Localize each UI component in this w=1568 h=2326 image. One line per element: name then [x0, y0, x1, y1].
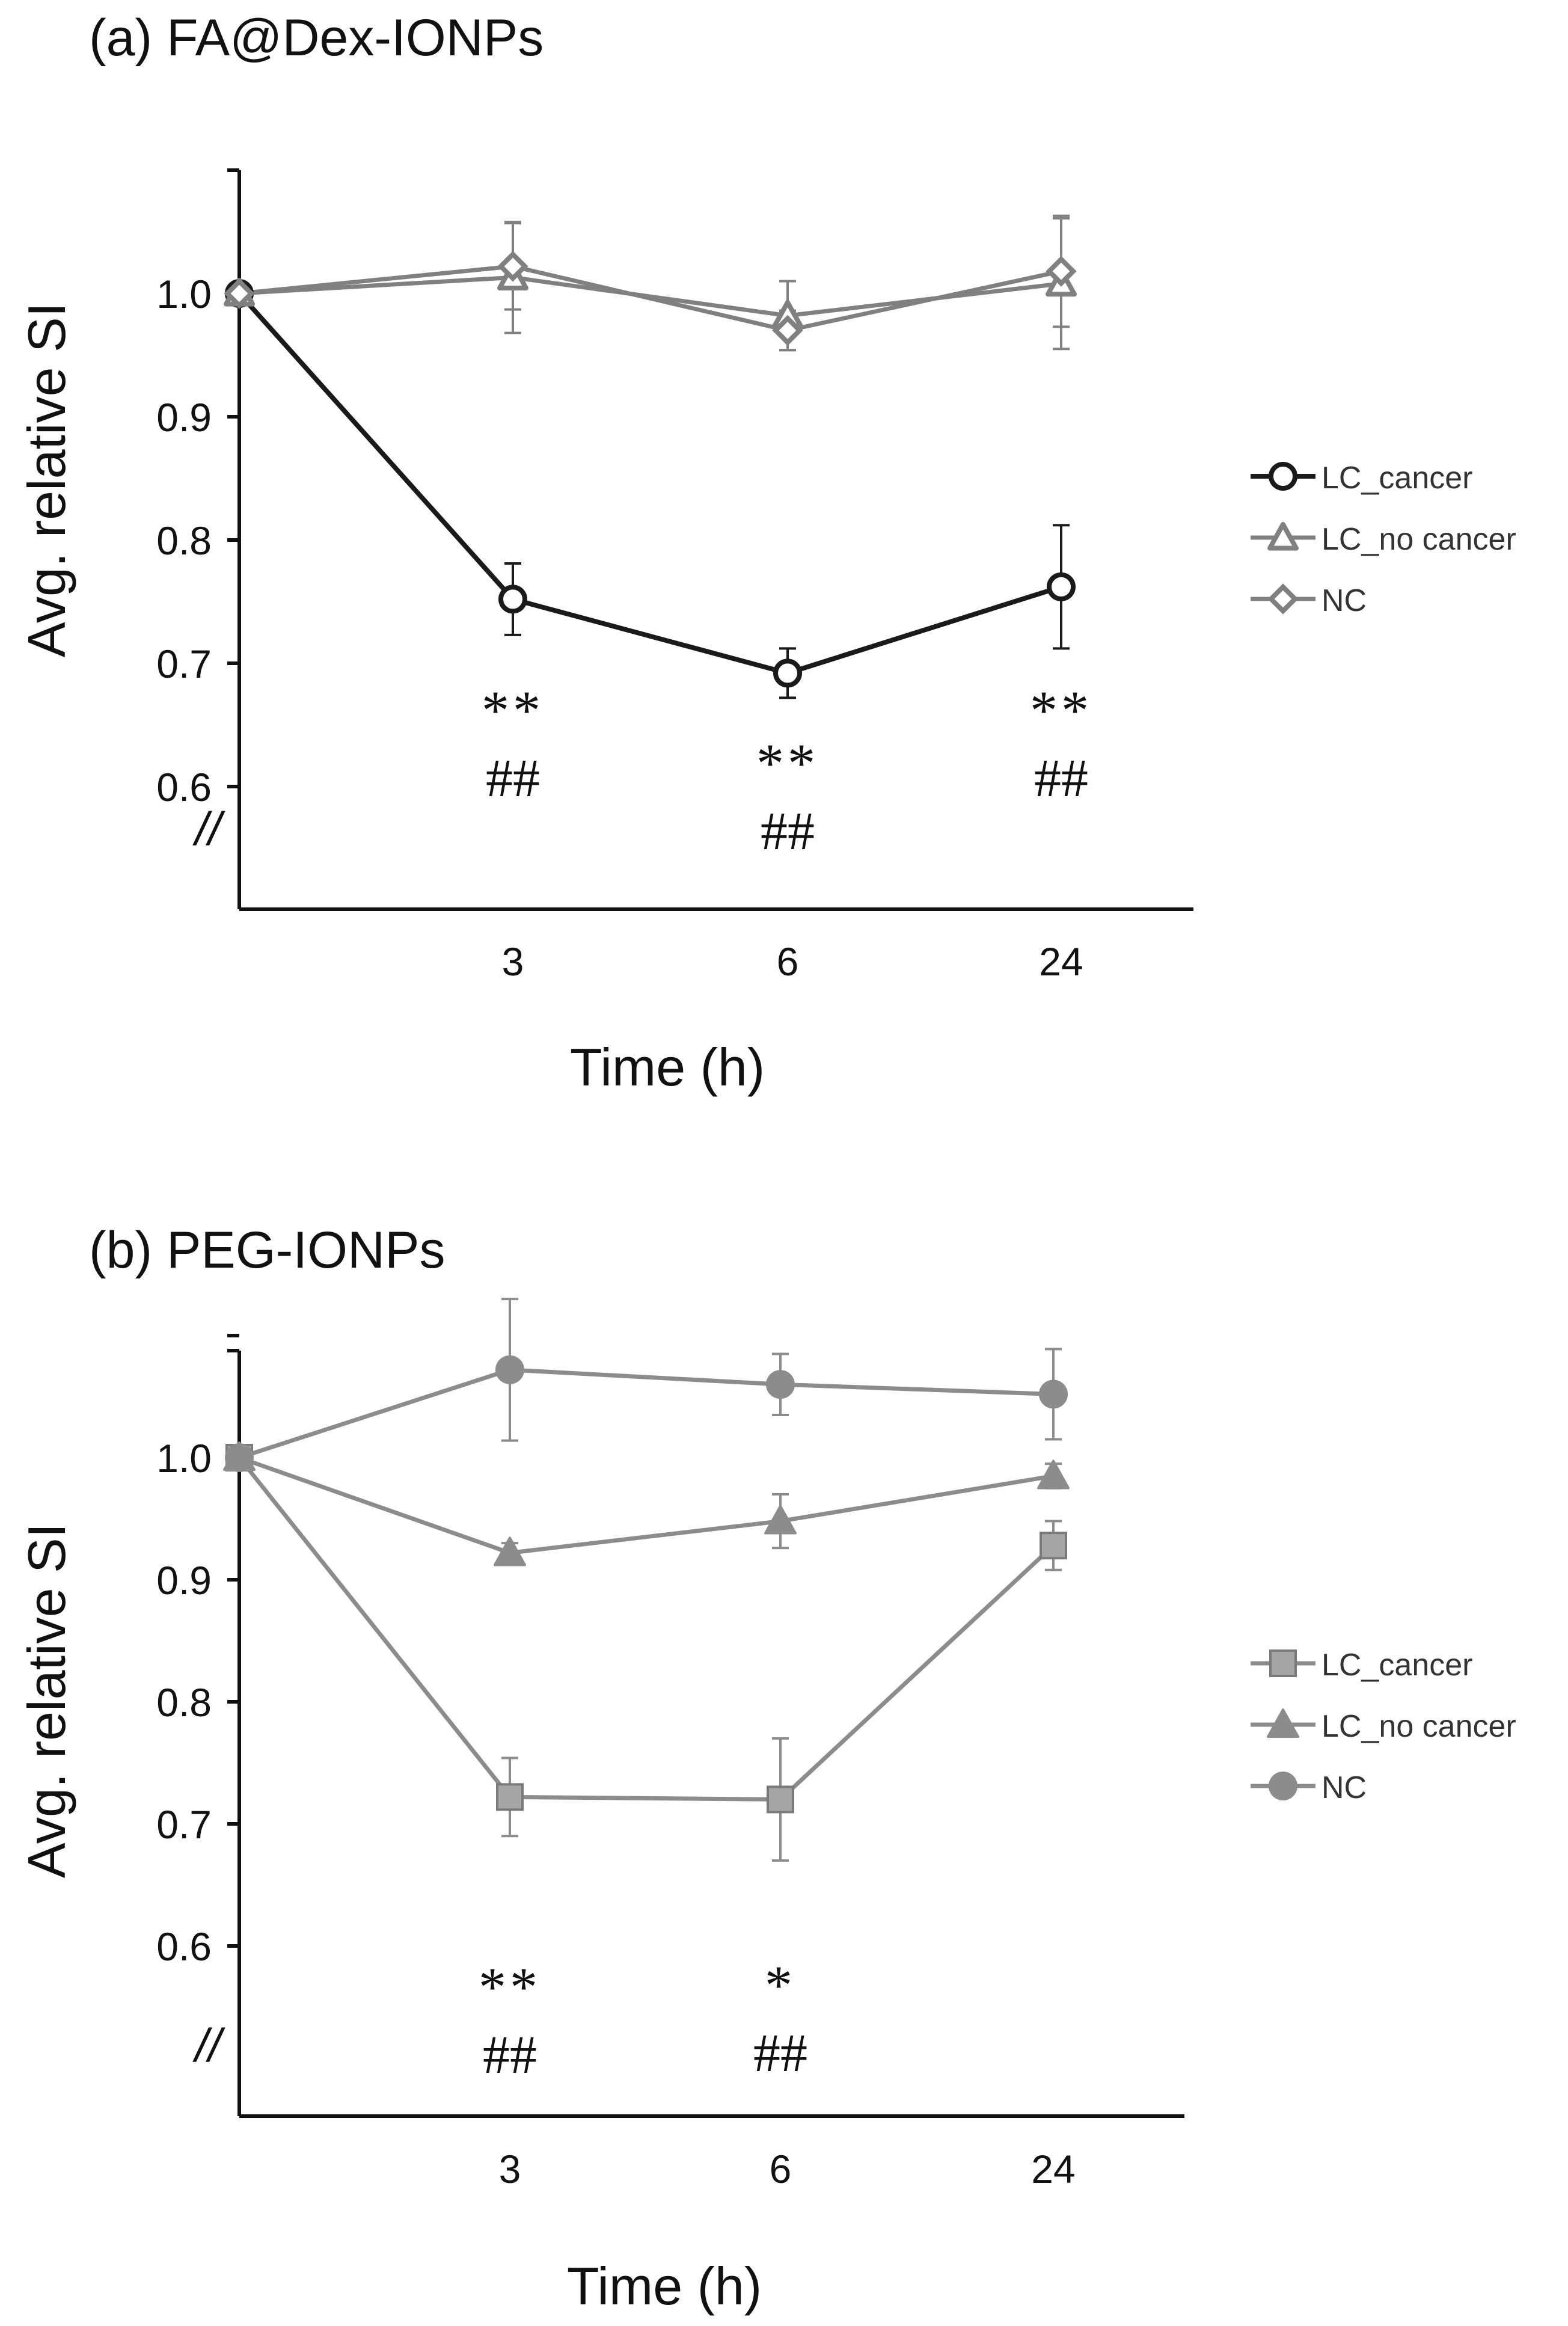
significance-hashes: ## — [483, 2025, 537, 2085]
chart-title: (a) FA@Dex-IONPs — [89, 9, 544, 67]
legend-marker-nc — [1269, 1772, 1297, 1800]
data-point-nc — [495, 1355, 524, 1384]
y-tick-label: 0.8 — [156, 518, 212, 563]
x-tick-label: 24 — [1039, 939, 1083, 984]
data-point-nc — [224, 278, 255, 309]
legend-marker-lc-cancer — [1269, 1649, 1297, 1677]
significance-annotations: ** ## ** ## ** ## — [482, 680, 1092, 861]
y-tick-label: 0.6 — [156, 1924, 212, 1969]
data-point-lc-cancer — [1040, 1532, 1067, 1560]
x-tick-label: 6 — [777, 939, 799, 984]
legend-label-lc-cancer: LC_cancer — [1321, 461, 1472, 496]
data-point-nc — [1039, 1379, 1068, 1409]
x-tick-label: 3 — [502, 939, 524, 984]
axis-break-mark: // — [192, 2019, 226, 2072]
axes: // — [192, 1349, 1184, 2118]
x-tick-label: 6 — [770, 2147, 792, 2191]
legend-marker-nc — [1267, 583, 1299, 615]
x-tick-label: 24 — [1031, 2147, 1075, 2191]
legend-label-nc: NC — [1321, 1770, 1367, 1805]
significance-stars: ** — [1030, 680, 1092, 741]
y-axis-label: Avg. relative SI — [17, 1523, 76, 1878]
data-point-nc — [497, 251, 528, 282]
data-markers — [224, 251, 1077, 688]
data-point-nc — [766, 1370, 795, 1399]
data-point-lc-no-cancer — [764, 1505, 797, 1535]
series-line-lc-cancer — [237, 1456, 1055, 1802]
y-tick-label: 0.7 — [156, 1802, 212, 1847]
y-tick-label: 0.9 — [156, 395, 212, 440]
chart-title: (b) PEG-IONPs — [89, 1221, 446, 1279]
x-axis-label: Time (h) — [567, 2256, 762, 2316]
legend-label-lc-cancer: LC_cancer — [1321, 1648, 1472, 1683]
y-tick-label: 1.0 — [156, 1436, 212, 1481]
panel-a-chart: (a) FA@Dex-IONPs Avg. relative SI Time (… — [17, 9, 1516, 1097]
series-line-nc — [238, 1367, 1054, 1460]
series-line-lc-no-cancer — [238, 1455, 1054, 1555]
series-line-lc-cancer — [237, 292, 1062, 676]
significance-stars: * — [765, 1954, 796, 2016]
legend: LC_cancer LC_no cancer NC — [1251, 461, 1516, 618]
data-point-lc-cancer — [1047, 572, 1076, 601]
axis-ticks: 0.6 0.7 0.8 0.9 1.0 3 6 24 — [156, 1334, 1076, 2191]
data-point-lc-cancer — [496, 1783, 524, 1811]
panel-b-chart: (b) PEG-IONPs Avg. relative SI Time (h) … — [17, 1221, 1516, 2316]
significance-annotations: ** ## * ## — [479, 1954, 807, 2085]
series-line-nc — [239, 264, 1062, 333]
significance-hashes: ## — [753, 2024, 807, 2083]
y-tick-label: 0.9 — [156, 1558, 212, 1603]
data-point-lc-no-cancer — [1037, 1459, 1070, 1490]
significance-stars: ** — [482, 680, 544, 741]
series-lines — [237, 264, 1062, 676]
significance-hashes: ## — [1034, 749, 1088, 808]
y-tick-label: 0.7 — [156, 642, 212, 686]
legend-marker-lc-no-cancer — [1267, 1708, 1299, 1738]
significance-hashes: ## — [761, 802, 815, 861]
y-axis-label: Avg. relative SI — [17, 302, 76, 657]
data-point-lc-no-cancer — [494, 1536, 526, 1567]
y-tick-label: 0.6 — [156, 765, 212, 809]
legend: LC_cancer LC_no cancer NC — [1251, 1648, 1516, 1805]
data-point-nc — [225, 1443, 254, 1472]
legend-label-nc: NC — [1321, 583, 1367, 618]
y-tick-label: 1.0 — [156, 272, 212, 316]
data-point-lc-cancer — [498, 585, 527, 614]
x-tick-label: 3 — [499, 2147, 521, 2191]
data-point-nc — [1046, 256, 1077, 287]
series-lines — [237, 1367, 1055, 1802]
significance-stars: ** — [479, 1956, 541, 2018]
axis-break-mark: // — [192, 802, 226, 855]
data-point-nc — [772, 315, 803, 346]
x-axis-label: Time (h) — [570, 1037, 765, 1097]
legend-label-lc-no-cancer: LC_no cancer — [1321, 522, 1516, 557]
data-point-lc-cancer — [767, 1785, 794, 1814]
data-markers — [223, 1355, 1070, 1814]
legend-marker-lc-cancer — [1269, 462, 1297, 491]
significance-stars: ** — [756, 732, 819, 794]
y-tick-label: 0.8 — [156, 1680, 212, 1725]
legend-label-lc-no-cancer: LC_no cancer — [1321, 1709, 1516, 1744]
data-point-lc-cancer — [773, 658, 802, 688]
legend-marker-lc-no-cancer — [1267, 522, 1299, 551]
significance-hashes: ## — [486, 749, 540, 808]
